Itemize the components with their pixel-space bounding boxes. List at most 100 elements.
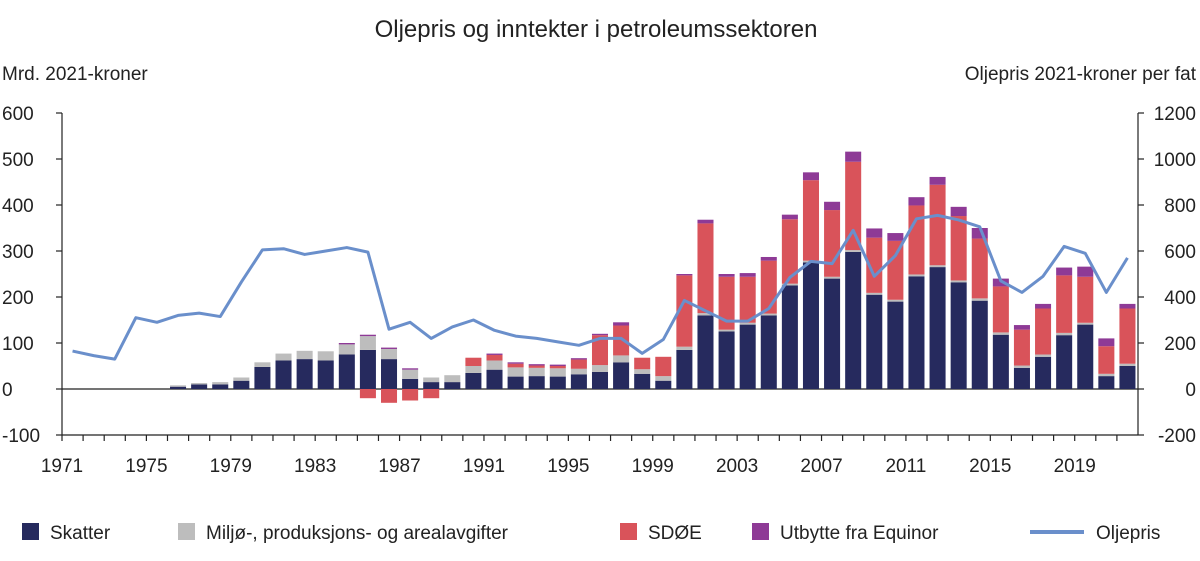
bar-skatter-1992 [507, 376, 524, 389]
bar-miljø-produksjons-og-arealavgifter-2021 [1119, 363, 1136, 366]
bar-skatter-2001 [697, 315, 714, 389]
bar-utbytte-fra-equinor-2012 [929, 176, 946, 185]
line-layer [72, 213, 1129, 361]
bar-skatter-2009 [866, 294, 883, 389]
bar-skatter-1998 [634, 373, 651, 389]
bar-utbytte-fra-equinor-2014 [971, 228, 988, 239]
x-tick-label: 1991 [463, 456, 505, 477]
bar-miljø-produksjons-og-arealavgifter-1980 [254, 362, 271, 367]
legend-label-sdøe: SDØE [648, 523, 702, 544]
x-tick-label: 1983 [294, 456, 336, 477]
bar-miljø-produksjons-og-arealavgifter-1979 [233, 377, 250, 381]
left-tick-label: 100 [2, 334, 34, 355]
bar-sdøe-1994 [549, 366, 566, 369]
bar-miljø-produksjons-og-arealavgifter-2003 [739, 322, 756, 325]
bar-skatter-2002 [718, 331, 735, 389]
x-tick-label: 1971 [41, 456, 83, 477]
bar-sdøe-1996 [591, 335, 609, 366]
x-tick-label: 1995 [547, 456, 589, 477]
bar-skatter-2005 [781, 285, 798, 389]
bar-skatter-2011 [908, 276, 925, 389]
bar-skatter-2017 [1035, 356, 1052, 389]
bar-utbytte-fra-equinor-1984 [338, 343, 355, 345]
bar-skatter-2007 [824, 278, 841, 389]
left-tick-label: 500 [2, 150, 34, 171]
bar-sdøe-1988 [423, 389, 440, 399]
bar-utbytte-fra-equinor-2004 [760, 256, 777, 261]
bar-miljø-produksjons-og-arealavgifter-2018 [1056, 332, 1073, 336]
bar-miljø-produksjons-og-arealavgifter-2019 [1077, 322, 1094, 325]
legend: Skatter Miljø-, produksjons- og arealavgi… [22, 523, 1160, 544]
bar-miljø-produksjons-og-arealavgifter-2016 [1013, 365, 1030, 368]
bar-miljø-produksjons-og-arealavgifter-1986 [381, 348, 398, 360]
bar-utbytte-fra-equinor-2005 [781, 214, 798, 220]
bar-skatter-2013 [950, 282, 967, 389]
bar-miljø-produksjons-og-arealavgifter-1989 [444, 375, 461, 383]
bar-skatter-2018 [1056, 335, 1073, 389]
x-tick-label: 2003 [716, 456, 758, 477]
bar-sdøe-2006 [802, 180, 819, 261]
bar-utbytte-fra-equinor-2002 [718, 274, 735, 277]
bar-sdøe-1999 [655, 356, 672, 377]
bar-miljø-produksjons-og-arealavgifter-1987 [402, 369, 419, 379]
bar-miljø-produksjons-og-arealavgifter-2014 [971, 298, 988, 301]
bar-utbytte-fra-equinor-2010 [887, 233, 904, 241]
bar-skatter-2000 [676, 349, 693, 389]
x-tick-label: 1975 [125, 456, 167, 477]
x-tick-label: 1987 [378, 456, 420, 477]
bar-utbytte-fra-equinor-2000 [676, 274, 693, 276]
bar-skatter-2010 [887, 301, 904, 389]
bar-miljø-produksjons-og-arealavgifter-2008 [845, 250, 862, 252]
bar-layer [170, 151, 1136, 403]
bar-sdøe-2014 [971, 238, 988, 299]
right-tick-label: -200 [1158, 426, 1196, 447]
left-tick-label: -100 [2, 426, 40, 447]
bar-miljø-produksjons-og-arealavgifter-2007 [824, 276, 841, 279]
bar-skatter-2020 [1098, 376, 1115, 389]
bar-utbytte-fra-equinor-1986 [381, 347, 398, 349]
bar-sdøe-1993 [528, 365, 545, 368]
bar-miljø-produksjons-og-arealavgifter-1988 [423, 377, 440, 383]
bar-skatter-2014 [971, 300, 988, 389]
bar-skatter-1993 [528, 376, 545, 389]
bar-sdøe-2010 [887, 240, 904, 300]
right-tick-label: 1200 [1154, 104, 1196, 125]
bar-skatter-1987 [402, 378, 419, 389]
bar-utbytte-fra-equinor-1997 [613, 322, 630, 326]
bar-miljø-produksjons-og-arealavgifter-1976 [170, 385, 187, 387]
legend-label-oljepris: Oljepris [1096, 523, 1160, 544]
bar-skatter-1983 [317, 360, 334, 389]
bar-miljø-produksjons-og-arealavgifter-2002 [718, 329, 735, 332]
bar-miljø-produksjons-og-arealavgifter-2015 [992, 332, 1009, 335]
legend-swatch-skatter [22, 523, 39, 540]
right-tick-label: 400 [1164, 288, 1196, 309]
bar-sdøe-2004 [760, 260, 777, 314]
x-tick-label: 2007 [800, 456, 842, 477]
right-tick-label: 800 [1164, 196, 1196, 217]
bar-skatter-1995 [570, 374, 587, 389]
bar-utbytte-fra-equinor-2006 [802, 172, 819, 181]
bar-utbytte-fra-equinor-2017 [1035, 303, 1052, 309]
axes [56, 112, 1144, 441]
tick-labels: -100 0 100 200 300 400 500 600 -200 0 200 400 600 800… [2, 104, 1196, 477]
right-axis-label: Oljepris 2021-kroner per fat [965, 64, 1197, 85]
legend-label-miljø-produksjons-og-arealavgifter: Miljø-, produksjons- og arealavgifter [206, 523, 509, 544]
bar-sdøe-1995 [570, 359, 587, 369]
bar-skatter-1978 [212, 384, 229, 389]
bar-skatter-2015 [992, 334, 1009, 389]
right-tick-label: 1000 [1154, 150, 1196, 171]
bar-sdøe-2001 [697, 223, 714, 314]
bar-skatter-1997 [613, 362, 630, 389]
bar-sdøe-2002 [718, 276, 735, 330]
bar-utbytte-fra-equinor-2003 [739, 273, 756, 277]
left-tick-label: 300 [2, 242, 34, 263]
bar-sdøe-1998 [634, 357, 651, 370]
right-tick-label: 600 [1164, 242, 1196, 263]
bar-skatter-1994 [549, 376, 566, 389]
bar-utbytte-fra-equinor-2008 [845, 151, 862, 162]
bar-skatter-1981 [275, 360, 292, 389]
bar-utbytte-fra-equinor-2013 [950, 206, 967, 217]
legend-swatch-utbytte-fra-equinor [752, 523, 769, 540]
left-tick-label: 400 [2, 196, 34, 217]
